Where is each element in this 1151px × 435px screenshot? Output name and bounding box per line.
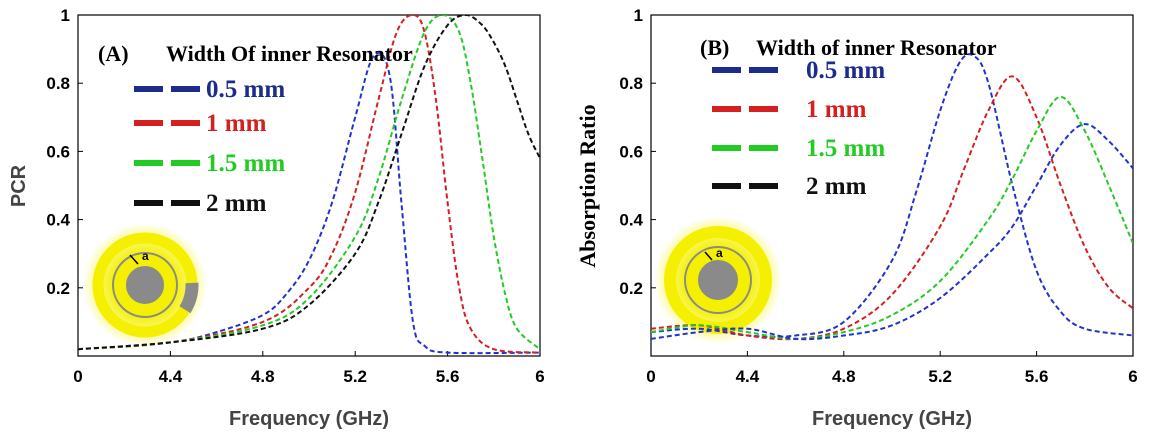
panel-a-y-ticks: 0.2 0.4 0.6 0.8 1 <box>46 6 83 298</box>
panel-a-y-tick-label: 0.4 <box>46 211 70 230</box>
panel-b-y-tick-label: 1 <box>634 6 643 25</box>
panel-b-y-ticks: 0.2 0.4 0.6 0.8 1 <box>619 6 656 298</box>
panel-b-series-line-2 <box>651 95 1133 340</box>
panel-b-x-tick-label: 0 <box>646 367 655 386</box>
panel-b: 0.2 0.4 0.6 0.8 1 0 4.4 4.8 5.2 5.6 6 Absorption … <box>575 6 1138 430</box>
panel-b-legend-label: 1 mm <box>806 96 867 123</box>
panel-b-legend-title: Width of inner Resonator <box>756 35 997 60</box>
panel-a-legend-label: 2 mm <box>206 190 267 217</box>
panel-b-x-tick-label: 6 <box>1128 367 1137 386</box>
panel-b-series <box>651 53 1133 341</box>
panel-a-x-tick-label: 5.6 <box>436 367 460 386</box>
panel-a-x-tick-label: 4.8 <box>251 367 275 386</box>
panel-b-y-tick-label: 0.4 <box>619 211 643 230</box>
panel-a-series-line-3 <box>78 15 540 351</box>
panel-a-x-ticks: 0 4.4 4.8 5.2 5.6 6 <box>73 351 545 386</box>
panel-b-x-tick-label: 4.4 <box>736 367 760 386</box>
panel-b-series-line-1 <box>651 75 1133 341</box>
panel-a-y-tick-label: 1 <box>61 6 70 25</box>
panel-a-y-tick-label: 0.2 <box>46 279 70 298</box>
panel-a-legend-label: 0.5 mm <box>206 76 285 103</box>
panel-b-plot-frame <box>650 14 1134 357</box>
panel-a: 0.2 0.4 0.6 0.8 1 0 4.4 4.8 5.2 5.6 6 PCR Frequen… <box>8 6 545 430</box>
panel-a-inset-label: a <box>142 249 149 263</box>
panel-b-x-tick-label: 5.6 <box>1025 367 1049 386</box>
panel-a-plot-frame <box>77 14 541 357</box>
panel-a-x-tick-label: 0 <box>73 367 82 386</box>
panel-a-inset-resonator-icon: a <box>83 223 207 347</box>
panel-a-legend-label: 1 mm <box>206 110 267 137</box>
panel-a-legend-label: 1.5 mm <box>206 150 285 177</box>
panel-a-series <box>78 15 540 355</box>
panel-a-label: (A) <box>98 41 129 66</box>
panel-b-y-tick-label: 0.8 <box>619 74 643 93</box>
panel-a-y-tick-label: 0.6 <box>46 142 70 161</box>
panel-b-inset-label: a <box>716 246 723 260</box>
panel-a-series-line-0 <box>78 51 540 355</box>
panel-b-x-tick-label: 4.8 <box>832 367 856 386</box>
panel-a-y-tick-label: 0.8 <box>46 74 70 93</box>
panel-b-y-tick-label: 0.6 <box>619 142 643 161</box>
panel-b-label: (B) <box>700 35 729 60</box>
panel-b-inset-resonator-icon: a <box>654 216 782 344</box>
panel-a-series-line-2 <box>78 15 540 351</box>
panel-b-y-axis-title: Absorption Ratio <box>575 104 600 267</box>
panel-b-x-tick-label: 5.2 <box>928 367 952 386</box>
panel-a-legend-title: Width Of inner Resonator <box>166 41 413 66</box>
panel-b-legend: 0.5 mm 1 mm 1.5 mm 2 mm <box>712 57 885 200</box>
panel-a-legend: 0.5 mm 1 mm 1.5 mm 2 mm <box>134 76 285 217</box>
panel-b-x-axis-title: Frequency (GHz) <box>812 408 972 430</box>
panel-b-legend-label: 2 mm <box>806 173 867 200</box>
panel-a-series-line-1 <box>78 15 540 354</box>
panel-b-legend-label: 0.5 mm <box>806 57 885 84</box>
panel-b-x-ticks: 0 4.4 4.8 5.2 5.6 6 <box>646 351 1138 386</box>
panel-b-y-tick-label: 0.2 <box>619 279 643 298</box>
panel-a-x-tick-label: 5.2 <box>343 367 367 386</box>
panel-a-x-tick-label: 4.4 <box>159 367 183 386</box>
panel-a-x-axis-title: Frequency (GHz) <box>229 408 389 430</box>
panel-a-y-axis-title: PCR <box>8 164 30 207</box>
panel-b-legend-label: 1.5 mm <box>806 135 885 162</box>
panel-a-x-tick-label: 6 <box>535 367 544 386</box>
